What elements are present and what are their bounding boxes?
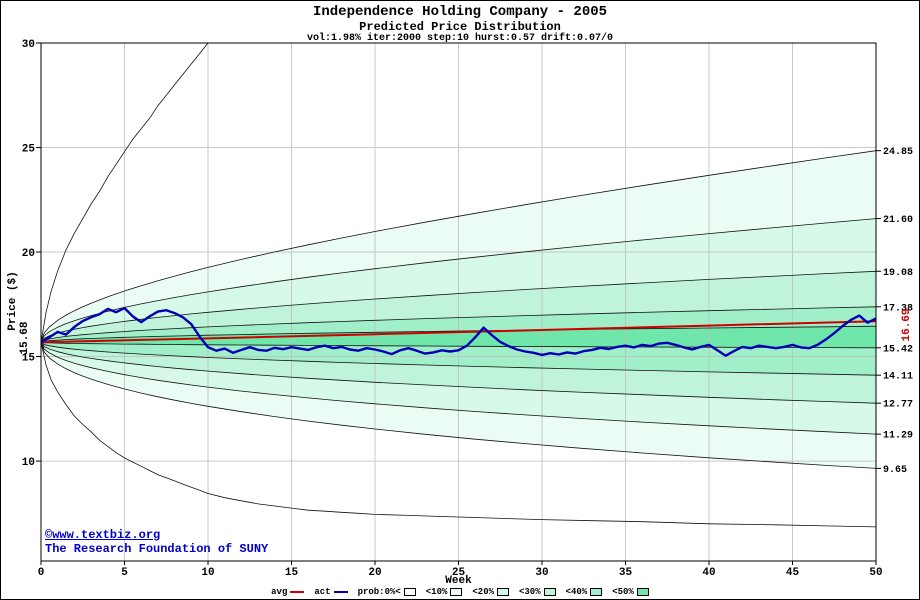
axis-tick-labels: 10 15 20 25 30 0 5 10 15 20 25 30 35 40 45 50 24.85 21.60… [22, 39, 913, 579]
x-axis-title: Week [445, 575, 472, 587]
svg-text:35: 35 [619, 567, 633, 579]
svg-text:10: 10 [201, 567, 214, 579]
svg-text:15: 15 [285, 567, 299, 579]
legend-item-band-3: <30% [519, 587, 556, 597]
band-4-swatch [590, 588, 603, 596]
svg-text:15: 15 [22, 353, 36, 365]
avg-line [41, 320, 876, 344]
outer-bottom-curve [41, 342, 876, 528]
gridlines [41, 43, 876, 561]
legend-item-avg: avg [271, 587, 305, 597]
legend-band-3-label: <30% [519, 587, 541, 597]
legend-item-band-4: <40% [566, 587, 603, 597]
legend-band-4-label: <40% [565, 587, 588, 597]
band-5-swatch [636, 588, 649, 596]
svg-text:12.77: 12.77 [883, 400, 913, 411]
act-line-sample [333, 591, 348, 593]
legend-act-label: act [314, 587, 331, 597]
legend-band-5-label: <50% [612, 587, 634, 597]
svg-text:25: 25 [22, 144, 36, 156]
svg-text:0: 0 [38, 567, 45, 579]
copyright-block: ©www.textbiz.org The Research Foundation… [45, 528, 268, 556]
axis-ticks [36, 42, 877, 565]
chart-legend: avg act prob:0%< <10% <20% <30% <40% <5 [1, 587, 919, 597]
svg-text:9.65: 9.65 [883, 465, 907, 476]
chart-title: Independence Holding Company - 2005 [312, 4, 608, 20]
svg-text:20: 20 [22, 248, 35, 260]
legend-item-band-2: <20% [472, 587, 509, 597]
svg-text:40: 40 [702, 567, 715, 579]
foundation-label: The Research Foundation of SUNY [45, 542, 269, 556]
svg-text:24.85: 24.85 [883, 147, 913, 158]
copyright-link[interactable]: ©www.textbiz.org [45, 528, 161, 542]
legend-item-band-1: <10% [426, 587, 463, 597]
svg-text:30: 30 [22, 39, 35, 51]
svg-text:10: 10 [22, 457, 35, 469]
band-boundary-curves [41, 43, 876, 528]
band-2-swatch [497, 588, 509, 596]
svg-text:20: 20 [368, 567, 381, 579]
svg-text:30: 30 [535, 567, 548, 579]
start-price-label: 15.68 [19, 321, 31, 355]
simulation-params: vol:1.98% iter:2000 step:10 hurst:0.57 d… [306, 33, 614, 44]
chart-subtitle: Predicted Price Distribution [359, 20, 561, 34]
y-axis-title: Price ($) [7, 271, 19, 331]
outer-top-curve [41, 43, 209, 343]
act-line [41, 306, 876, 357]
band-0-swatch [403, 588, 416, 596]
svg-text:5: 5 [121, 567, 128, 579]
svg-text:15.42: 15.42 [883, 344, 913, 355]
svg-text:17.38: 17.38 [883, 303, 913, 314]
legend-item-act: act [314, 587, 348, 597]
svg-text:25: 25 [452, 567, 466, 579]
band-3-swatch [543, 588, 556, 596]
svg-text:45: 45 [786, 567, 800, 579]
svg-text:50: 50 [869, 567, 882, 579]
legend-band-2-label: <20% [472, 587, 494, 597]
avg-line-sample [290, 591, 305, 593]
price-series [41, 306, 876, 357]
svg-text:14.11: 14.11 [883, 372, 913, 383]
legend-item-band-5: <50% [612, 587, 649, 597]
legend-avg-label: avg [271, 587, 288, 597]
legend-band-1-label: <10% [425, 587, 448, 597]
band-1-swatch [450, 588, 463, 596]
svg-text:21.60: 21.60 [883, 215, 913, 226]
svg-text:19.08: 19.08 [883, 268, 913, 279]
avg-end-price-label: 16.69 [901, 308, 913, 342]
legend-item-band-0: prob:0%< [358, 587, 416, 597]
legend-band-0-label: prob:0%< [357, 587, 401, 597]
svg-text:11.29: 11.29 [883, 431, 913, 442]
